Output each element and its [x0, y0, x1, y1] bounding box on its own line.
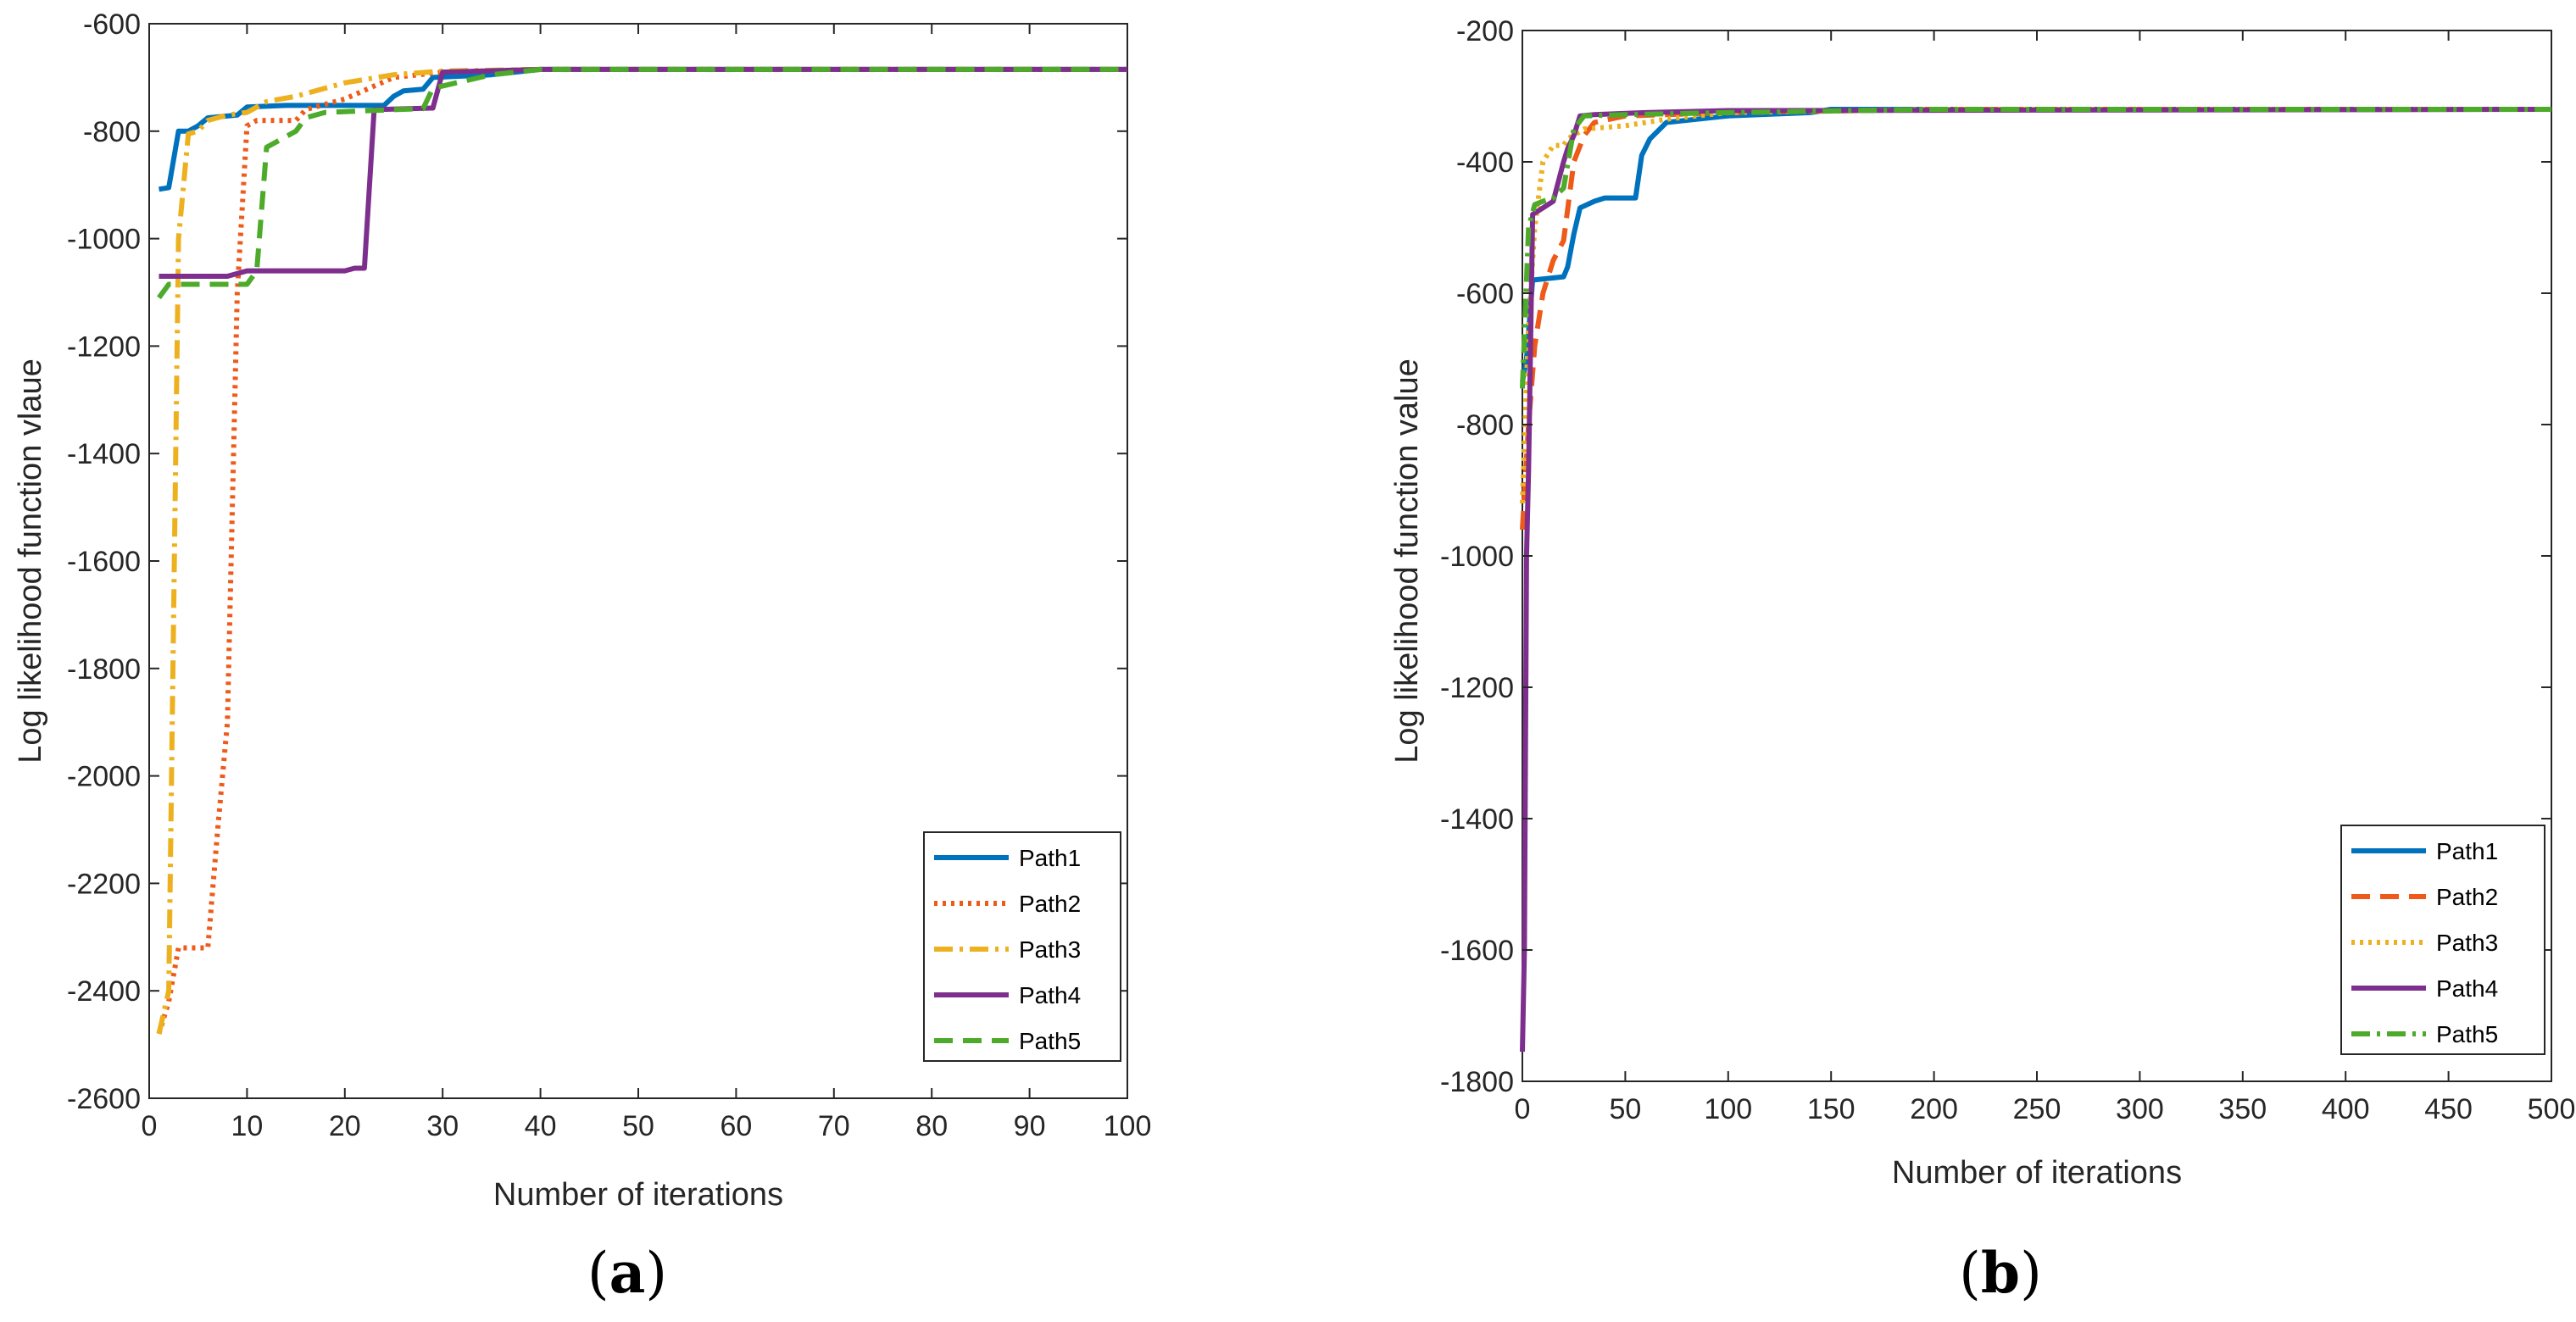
chart-panel-a: 0 10 20 30 40 50 60 70 80 90 100 -2600 -2400 -2200 -20… — [13, 8, 1151, 1306]
legend-label-path3: Path3 — [2436, 930, 2498, 956]
x-tick-label: 350 — [2218, 1093, 2267, 1125]
legend-label-path1: Path1 — [1019, 845, 1081, 871]
y-tick-label: -1200 — [67, 330, 141, 363]
x-tick-label: 250 — [2013, 1093, 2061, 1125]
legend-label-path1: Path1 — [2436, 838, 2498, 864]
chart-panel-b: 0 50 100 150 200 250 300 350 400 450 500 -1800 -1600… — [1389, 15, 2575, 1306]
y-tick-label: -1800 — [1440, 1066, 1514, 1098]
y-axis-title-b: Log likelihood function value — [1389, 358, 1425, 763]
series-line-path4 — [1520, 107, 2552, 1053]
axis-ticks-b: 0 50 100 150 200 250 300 350 400 450 500 -1800 -1600… — [1440, 15, 2575, 1125]
x-tick-label: 100 — [1104, 1110, 1152, 1142]
panel-letter-b: b — [1981, 1240, 2020, 1306]
y-tick-label: -200 — [1456, 15, 1514, 47]
x-tick-label: 450 — [2424, 1093, 2473, 1125]
y-tick-label: -600 — [1456, 278, 1514, 310]
legend-box-a — [923, 831, 1121, 1062]
y-tick-label: -1400 — [1440, 803, 1514, 836]
y-tick-label: -600 — [83, 8, 141, 41]
legend-label-path2: Path2 — [2436, 884, 2498, 910]
x-tick-label: 50 — [1609, 1093, 1641, 1125]
series-line-path5 — [1520, 107, 2551, 389]
y-tick-label: -2400 — [67, 975, 141, 1008]
y-axis-title-a: Log likelihood function vlaue — [13, 358, 48, 763]
y-tick-label: -2000 — [67, 761, 141, 793]
x-tick-label: 90 — [1014, 1110, 1046, 1142]
y-tick-label: -1800 — [67, 653, 141, 686]
x-axis-title-a: Number of iterations — [493, 1177, 783, 1213]
y-tick-label: -1200 — [1440, 672, 1514, 704]
x-tick-label: 200 — [1910, 1093, 1958, 1125]
x-tick-label: 150 — [1807, 1093, 1855, 1125]
legend-label-path5: Path5 — [1019, 1028, 1081, 1054]
y-tick-label: -1600 — [67, 546, 141, 578]
series-group-b — [1520, 107, 2552, 1053]
x-tick-label: 500 — [2528, 1093, 2576, 1125]
legend-b: Path1 Path2 Path3 Path4 Path5 — [2340, 825, 2545, 1055]
series-line-path2 — [156, 66, 1127, 1035]
x-tick-label: 300 — [2116, 1093, 2164, 1125]
x-tick-label: 400 — [2322, 1093, 2370, 1125]
series-line-path5 — [157, 66, 1127, 300]
series-group-a — [156, 66, 1127, 1035]
y-tick-label: -1400 — [67, 438, 141, 470]
panel-label-a: (a) — [587, 1240, 667, 1306]
panel-label-b: (b) — [1959, 1240, 2042, 1306]
legend-box-b — [2340, 825, 2545, 1055]
x-tick-label: 0 — [142, 1110, 158, 1142]
y-tick-label: -1600 — [1440, 935, 1514, 967]
x-tick-label: 70 — [818, 1110, 850, 1142]
legend-label-path3: Path3 — [1019, 936, 1081, 963]
y-tick-label: -800 — [83, 116, 141, 148]
y-tick-label: -400 — [1456, 147, 1514, 179]
x-tick-label: 0 — [1515, 1093, 1531, 1125]
legend-label-path5: Path5 — [2436, 1021, 2498, 1047]
legend-label-path4: Path4 — [1019, 982, 1081, 1008]
legend-a: Path1 Path2 Path3 Path4 Path5 — [923, 831, 1121, 1062]
series-line-path1 — [1520, 107, 2551, 383]
y-tick-label: -1000 — [67, 224, 141, 256]
legend-label-path2: Path2 — [1019, 891, 1081, 917]
legend-label-path4: Path4 — [2436, 975, 2498, 1002]
series-line-path3 — [156, 66, 1127, 1035]
x-tick-label: 20 — [329, 1110, 361, 1142]
series-line-path4 — [159, 66, 1127, 279]
x-tick-label: 40 — [525, 1110, 557, 1142]
x-tick-label: 10 — [231, 1110, 263, 1142]
x-tick-label: 60 — [720, 1110, 752, 1142]
y-tick-label: -2200 — [67, 868, 141, 900]
axis-ticks-a: 0 10 20 30 40 50 60 70 80 90 100 -2600 -2400 -2200 -20… — [67, 8, 1151, 1142]
x-tick-label: 30 — [426, 1110, 459, 1142]
y-tick-label: -800 — [1456, 409, 1514, 442]
series-line-path1 — [159, 66, 1127, 192]
y-tick-label: -1000 — [1440, 541, 1514, 573]
x-tick-label: 50 — [622, 1110, 654, 1142]
y-tick-label: -2600 — [67, 1083, 141, 1115]
x-tick-label: 100 — [1704, 1093, 1752, 1125]
x-axis-title-b: Number of iterations — [1892, 1155, 2182, 1191]
x-tick-label: 80 — [915, 1110, 948, 1142]
panel-letter-a: a — [609, 1240, 646, 1306]
